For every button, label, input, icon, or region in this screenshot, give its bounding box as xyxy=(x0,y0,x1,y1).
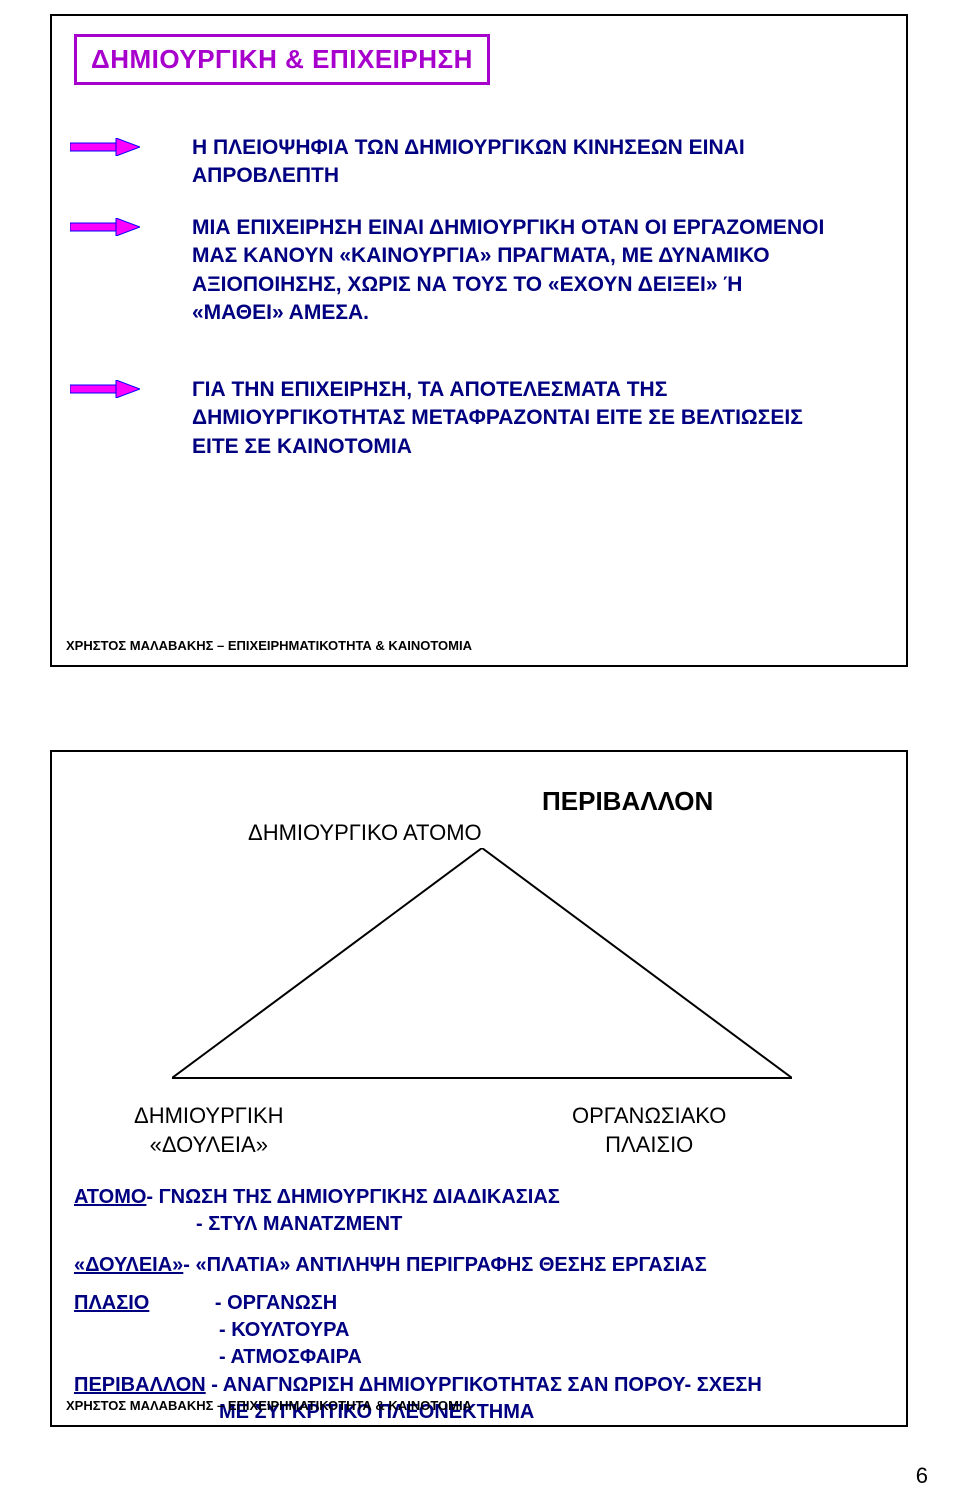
slide-title-box: ΔΗΜΙΟΥΡΓΙΚΗ & ΕΠΙΧΕΙΡΗΣΗ xyxy=(74,34,490,85)
left-label-line1: ΔΗΜΙΟΥΡΓΙΚΗ xyxy=(134,1103,284,1128)
def-key-douleia: «ΔΟΥΛΕΙΑ» xyxy=(74,1254,183,1276)
slide-2: ΠΕΡΙΒΑΛΛΟΝ ΔΗΜΙΟΥΡΓΙΚΟ ΑΤΟΜΟ ΔΗΜΙΟΥΡΓΙΚΗ… xyxy=(50,750,908,1427)
slide-footer: ΧΡΗΣΤΟΣ ΜΑΛΑΒΑΚΗΣ – ΕΠΙΧΕΙΡΗΜΑΤΙΚΟΤΗΤΑ &… xyxy=(66,638,472,653)
def-key-atomo: ΑΤΟΜΟ xyxy=(74,1186,146,1208)
right-label-line1: ΟΡΓΑΝΩΣΙΑΚΟ xyxy=(572,1103,726,1128)
def-douleia-l1: - «ΠΛΑΤΙΑ» ΑΝΤΙΛΗΨΗ ΠΕΡΙΓΡΑΦΗΣ ΘΕΣΗΣ ΕΡΓ… xyxy=(183,1254,706,1276)
triangle-shape xyxy=(172,848,792,1078)
slide-footer: ΧΡΗΣΤΟΣ ΜΑΛΑΒΑΚΗΣ – ΕΠΙΧΕΙΡΗΜΑΤΙΚΟΤΗΤΑ &… xyxy=(66,1398,472,1413)
bullet-row-1: Η ΠΛΕΙΟΨΗΦΙΑ ΤΩΝ ΔΗΜΙΟΥΡΓΙΚΩΝ ΚΙΝΗΣΕΩΝ Ε… xyxy=(70,134,832,191)
page-number: 6 xyxy=(916,1463,928,1489)
bullet-row-3: ΓΙΑ ΤΗΝ ΕΠΙΧΕΙΡΗΣΗ, ΤΑ ΑΠΟΤΕΛΕΣΜΑΤΑ ΤΗΣ … xyxy=(70,376,832,461)
triangle-diagram xyxy=(172,848,792,1088)
environment-label: ΠΕΡΙΒΑΛΛΟΝ xyxy=(542,786,713,817)
bullet-text-3: ΓΙΑ ΤΗΝ ΕΠΙΧΕΙΡΗΣΗ, ΤΑ ΑΠΟΤΕΛΕΣΜΑΤΑ ΤΗΣ … xyxy=(192,376,832,461)
creative-person-label: ΔΗΜΙΟΥΡΓΙΚΟ ΑΤΟΜΟ xyxy=(248,820,482,846)
def-perivallon-l1: - ΑΝΑΓΝΩΡΙΣΗ ΔΗΜΙΟΥΡΓΙΚΟΤΗΤΑΣ ΣΑΝ ΠΟΡΟΥ-… xyxy=(211,1374,762,1396)
slide-title: ΔΗΜΙΟΥΡΓΙΚΗ & ΕΠΙΧΕΙΡΗΣΗ xyxy=(91,44,473,75)
def-plasio: ΠΛΑΣΙΟ - ΟΡΓΑΝΩΣΗ - ΚΟΥΛΤΟΥΡΑ - ΑΤΜΟΣΦΑΙ… xyxy=(74,1290,362,1371)
bullet-row-2: ΜΙΑ ΕΠΙΧΕΙΡΗΣΗ ΕΙΝΑΙ ΔΗΜΙΟΥΡΓΙΚΗ ΟΤΑΝ ΟΙ… xyxy=(70,214,832,327)
org-frame-label: ΟΡΓΑΝΩΣΙΑΚΟ ΠΛΑΙΣΙΟ xyxy=(572,1102,726,1159)
def-plasio-l1: - ΟΡΓΑΝΩΣΗ xyxy=(155,1292,337,1314)
def-plasio-l3: - ΑΤΜΟΣΦΑΙΡΑ xyxy=(74,1344,362,1371)
arrow-icon xyxy=(70,218,140,236)
bullet-text-1: Η ΠΛΕΙΟΨΗΦΙΑ ΤΩΝ ΔΗΜΙΟΥΡΓΙΚΩΝ ΚΙΝΗΣΕΩΝ Ε… xyxy=(192,134,832,191)
def-douleia: «ΔΟΥΛΕΙΑ»- «ΠΛΑΤΙΑ» ΑΝΤΙΛΗΨΗ ΠΕΡΙΓΡΑΦΗΣ … xyxy=(74,1252,707,1279)
arrow-icon xyxy=(70,138,140,156)
def-atomo-l1: - ΓΝΩΣΗ ΤΗΣ ΔΗΜΙΟΥΡΓΙΚΗΣ ΔΙΑΔΙΚΑΣΙΑΣ xyxy=(146,1186,559,1208)
def-atomo: ΑΤΟΜΟ- ΓΝΩΣΗ ΤΗΣ ΔΗΜΙΟΥΡΓΙΚΗΣ ΔΙΑΔΙΚΑΣΙΑ… xyxy=(74,1184,560,1238)
arrow-icon xyxy=(70,380,140,398)
bullet-text-2: ΜΙΑ ΕΠΙΧΕΙΡΗΣΗ ΕΙΝΑΙ ΔΗΜΙΟΥΡΓΙΚΗ ΟΤΑΝ ΟΙ… xyxy=(192,214,832,327)
def-atomo-l2: - ΣΤΥΛ ΜΑΝΑΤΖΜΕΝΤ xyxy=(74,1211,560,1238)
def-key-perivallon: ΠΕΡΙΒΑΛΛΟΝ xyxy=(74,1374,206,1396)
creative-work-label: ΔΗΜΙΟΥΡΓΙΚΗ «ΔΟΥΛΕΙΑ» xyxy=(134,1102,284,1159)
slide-1: ΔΗΜΙΟΥΡΓΙΚΗ & ΕΠΙΧΕΙΡΗΣΗ Η ΠΛΕΙΟΨΗΦΙΑ ΤΩ… xyxy=(50,14,908,667)
def-plasio-l2: - ΚΟΥΛΤΟΥΡΑ xyxy=(74,1317,362,1344)
def-key-plasio: ΠΛΑΣΙΟ xyxy=(74,1292,149,1314)
right-label-line2: ΠΛΑΙΣΙΟ xyxy=(605,1132,693,1157)
left-label-line2: «ΔΟΥΛΕΙΑ» xyxy=(150,1132,268,1157)
